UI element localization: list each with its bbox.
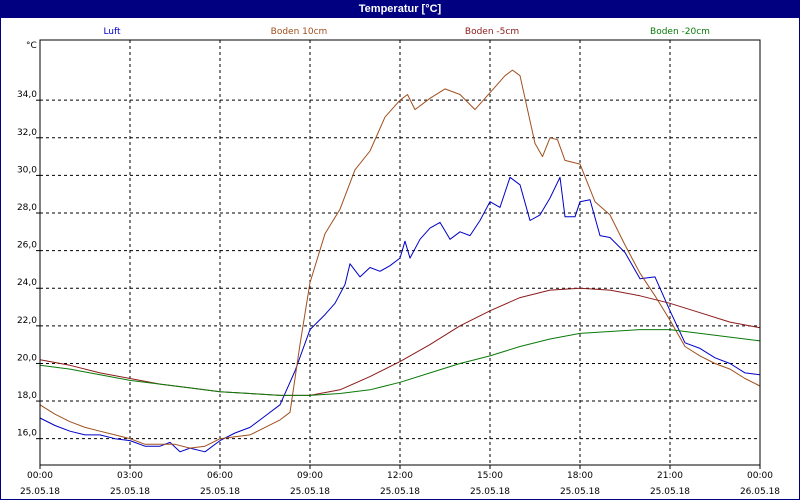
chart-title: Temperatur [°C] xyxy=(0,0,800,18)
grid xyxy=(40,40,760,465)
x-tick-time: 00:00 xyxy=(747,471,773,481)
x-tick-time: 18:00 xyxy=(567,471,593,481)
y-tick-label: 26,0 xyxy=(17,241,37,251)
y-tick-label: 16,0 xyxy=(17,429,37,439)
y-tick-label: 28,0 xyxy=(17,203,37,213)
series-line-boden-10cm xyxy=(39,69,761,449)
x-tick-time: 09:00 xyxy=(297,471,323,481)
legend-item: Luft xyxy=(103,27,121,37)
x-tick-time: 12:00 xyxy=(387,471,413,481)
series-line-boden-20cm xyxy=(39,329,761,396)
legend-item: Boden -5cm xyxy=(465,27,519,37)
x-tick-date: 25.05.18 xyxy=(110,487,150,497)
x-tick-date: 25.05.18 xyxy=(560,487,600,497)
x-tick-time: 06:00 xyxy=(207,471,233,481)
legend-item: Boden -20cm xyxy=(650,27,710,37)
legend-item: Boden 10cm xyxy=(271,27,328,37)
x-tick-date: 25.05.18 xyxy=(650,487,690,497)
series-line-luft xyxy=(39,176,761,453)
y-axis-ticks: 16,0 18,0 20,0 22,0 24,0 26,0 28,0 30,0 32,0 34,0 xyxy=(17,90,40,440)
x-tick-date: 26.05.18 xyxy=(740,487,780,497)
x-axis-ticks: 00:00 25.05.18 03:00 25.05.18 06:00 25.05.18 0… xyxy=(20,465,780,497)
x-tick-time: 15:00 xyxy=(477,471,503,481)
x-tick-date: 25.05.18 xyxy=(380,487,420,497)
legend: Luft Boden 10cm Boden -5cm Boden -20cm xyxy=(103,27,710,37)
y-tick-label: 24,0 xyxy=(17,278,37,288)
y-tick-label: 20,0 xyxy=(17,353,37,363)
x-tick-date: 25.05.18 xyxy=(20,487,60,497)
x-tick-time: 03:00 xyxy=(117,471,143,481)
y-axis-unit: °C xyxy=(26,41,37,51)
y-tick-label: 32,0 xyxy=(17,128,37,138)
x-tick-time: 21:00 xyxy=(657,471,683,481)
x-tick-date: 25.05.18 xyxy=(470,487,510,497)
y-tick-label: 30,0 xyxy=(17,165,37,175)
x-tick-time: 00:00 xyxy=(27,471,53,481)
x-tick-date: 25.05.18 xyxy=(290,487,330,497)
series-layer xyxy=(39,69,761,453)
y-tick-label: 34,0 xyxy=(17,90,37,100)
y-tick-label: 22,0 xyxy=(17,316,37,326)
x-tick-date: 25.05.18 xyxy=(200,487,240,497)
y-tick-label: 18,0 xyxy=(17,391,37,401)
